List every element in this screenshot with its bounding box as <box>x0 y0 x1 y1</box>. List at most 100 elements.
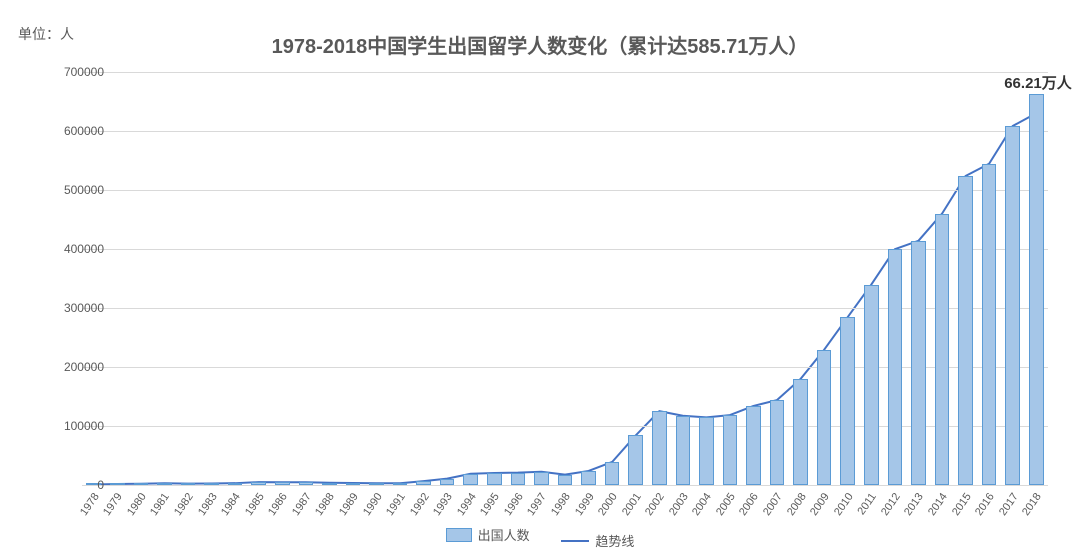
bar <box>487 473 502 485</box>
legend-bar-label: 出国人数 <box>478 525 530 544</box>
bar <box>322 483 337 485</box>
bar <box>746 406 761 485</box>
bar <box>628 435 643 485</box>
xtick-label: 2018 <box>1020 491 1044 518</box>
bar <box>393 483 408 485</box>
gridline <box>82 190 1048 191</box>
xtick-label: 2004 <box>690 491 714 518</box>
xtick-label: 1994 <box>455 491 479 518</box>
xtick-label: 2009 <box>808 491 832 518</box>
bar <box>134 483 149 485</box>
legend-item-bar: 出国人数 <box>446 525 530 544</box>
bar <box>864 285 879 485</box>
bar <box>228 483 243 485</box>
bar <box>982 164 997 485</box>
bar <box>793 379 808 485</box>
xtick-label: 2016 <box>973 491 997 518</box>
xtick-label: 1989 <box>337 491 361 518</box>
gridline <box>82 485 1048 486</box>
xtick-label: 1991 <box>384 491 408 518</box>
bar <box>110 483 125 485</box>
bar <box>558 475 573 485</box>
xtick-label: 2000 <box>596 491 620 518</box>
legend-swatch-line <box>561 540 589 542</box>
xtick-label: 1982 <box>172 491 196 518</box>
xtick-label: 2001 <box>620 491 644 518</box>
bar <box>1029 94 1044 485</box>
xtick-label: 1984 <box>219 491 243 518</box>
bar <box>463 474 478 485</box>
bar <box>652 411 667 485</box>
bar <box>699 417 714 485</box>
xtick-label: 1992 <box>408 491 432 518</box>
chart-container: 单位：人 1978-2018中国学生出国留学人数变化（累计达585.71万人） … <box>0 0 1080 558</box>
bar <box>581 471 596 485</box>
bar <box>935 214 950 485</box>
xtick-label: 2013 <box>902 491 926 518</box>
last-bar-annotation: 66.21万人 <box>1004 72 1072 93</box>
bar <box>817 350 832 485</box>
xtick-label: 1985 <box>243 491 267 518</box>
ytick-label: 500000 <box>44 183 104 197</box>
bar <box>888 249 903 485</box>
xtick-label: 1993 <box>431 491 455 518</box>
xtick-label: 2005 <box>714 491 738 518</box>
trend-line-svg <box>82 72 1048 485</box>
plot-area <box>82 72 1048 485</box>
bar <box>346 483 361 485</box>
bar <box>157 483 172 485</box>
gridline <box>82 131 1048 132</box>
gridline <box>82 249 1048 250</box>
legend-line-label: 趋势线 <box>595 531 634 550</box>
bar <box>958 176 973 485</box>
xtick-label: 1997 <box>525 491 549 518</box>
ytick-label: 200000 <box>44 360 104 374</box>
bar <box>770 400 785 485</box>
xtick-label: 2006 <box>737 491 761 518</box>
bar <box>511 473 526 485</box>
xtick-label: 2015 <box>949 491 973 518</box>
legend-swatch-bar <box>446 528 472 542</box>
xtick-label: 1983 <box>196 491 220 518</box>
xtick-label: 1996 <box>502 491 526 518</box>
bar <box>416 481 431 485</box>
xtick-label: 1999 <box>573 491 597 518</box>
gridline <box>82 72 1048 73</box>
gridline <box>82 367 1048 368</box>
bar <box>251 482 266 485</box>
bar <box>440 479 455 485</box>
xtick-label: 2003 <box>667 491 691 518</box>
legend: 出国人数 趋势线 <box>0 525 1080 550</box>
xtick-label: 1978 <box>78 491 102 518</box>
ytick-label: 100000 <box>44 419 104 433</box>
bar <box>204 483 219 485</box>
ytick-label: 700000 <box>44 65 104 79</box>
xtick-label: 1987 <box>290 491 314 518</box>
xtick-label: 2012 <box>879 491 903 518</box>
gridline <box>82 308 1048 309</box>
ytick-label: 400000 <box>44 242 104 256</box>
xtick-label: 2002 <box>643 491 667 518</box>
xtick-label: 2017 <box>997 491 1021 518</box>
bar <box>723 415 738 485</box>
xtick-label: 2008 <box>785 491 809 518</box>
bar <box>605 462 620 485</box>
xtick-label: 2010 <box>832 491 856 518</box>
xtick-label: 1990 <box>360 491 384 518</box>
bar <box>534 472 549 485</box>
ytick-label: 300000 <box>44 301 104 315</box>
bar <box>369 483 384 485</box>
chart-title: 1978-2018中国学生出国留学人数变化（累计达585.71万人） <box>0 30 1080 59</box>
xtick-label: 2007 <box>761 491 785 518</box>
xtick-label: 1988 <box>313 491 337 518</box>
bar <box>275 482 290 485</box>
bar <box>676 416 691 485</box>
bar <box>840 317 855 485</box>
xtick-label: 1995 <box>478 491 502 518</box>
legend-item-line: 趋势线 <box>561 531 634 550</box>
bar <box>1005 126 1020 485</box>
gridline <box>82 426 1048 427</box>
xtick-label: 1998 <box>549 491 573 518</box>
ytick-label: 600000 <box>44 124 104 138</box>
ytick-label: 0 <box>44 478 104 492</box>
